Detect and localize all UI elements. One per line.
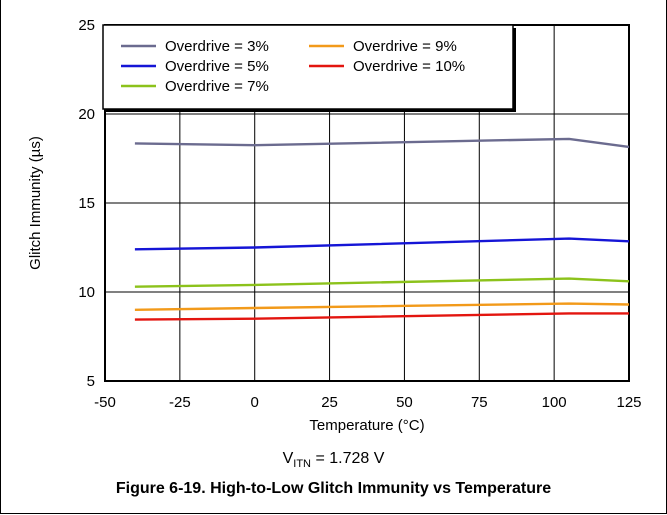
y-tick-label: 15 — [78, 195, 95, 212]
legend-box — [102, 24, 514, 110]
glitch-immunity-chart: Overdrive = 3% Overdrive = 5% Overdrive = … — [27, 17, 642, 434]
x-tick-label: 100 — [542, 394, 567, 411]
x-tick-label: 0 — [251, 394, 259, 411]
series-lines — [134, 137, 630, 321]
y-tick-label: 5 — [87, 373, 95, 390]
x-tick-label: -25 — [169, 394, 191, 411]
legend-label: Overdrive = 3% — [165, 38, 269, 55]
condition-value: = 1.728 V — [311, 450, 385, 467]
y-tick-label: 10 — [78, 284, 95, 301]
series-line-3 — [134, 277, 630, 288]
x-tick-label: 75 — [471, 394, 488, 411]
legend-label: Overdrive = 5% — [165, 58, 269, 75]
y-tick-label: 25 — [78, 17, 95, 34]
y-tick-label: 20 — [78, 106, 95, 123]
figure-caption: Figure 6-19. High-to-Low Glitch Immunity… — [115, 480, 552, 497]
condition-label: VITN = 1.728 V — [0, 450, 667, 470]
series-line-1 — [134, 137, 630, 149]
legend-label: Overdrive = 7% — [165, 78, 269, 95]
tick-labels: -50 -25 0 25 50 75 100 125 5 10 15 20 25 — [78, 17, 641, 411]
y-axis-label: Glitch Immunity (µs) — [27, 136, 44, 270]
condition-subscript: ITN — [293, 458, 311, 471]
series-line-5 — [134, 312, 629, 321]
series-line-2 — [134, 237, 630, 251]
condition-prefix: V — [282, 450, 294, 467]
series-line-4 — [134, 302, 630, 311]
legend-label: Overdrive = 9% — [353, 38, 457, 55]
x-axis-label: Temperature (°C) — [309, 417, 424, 434]
x-tick-label: -50 — [94, 394, 116, 411]
legend: Overdrive = 3% Overdrive = 5% Overdrive = … — [102, 24, 516, 112]
legend-label: Overdrive = 10% — [353, 58, 465, 75]
x-tick-label: 25 — [321, 394, 338, 411]
x-tick-label: 50 — [396, 394, 413, 411]
x-tick-label: 125 — [616, 394, 641, 411]
